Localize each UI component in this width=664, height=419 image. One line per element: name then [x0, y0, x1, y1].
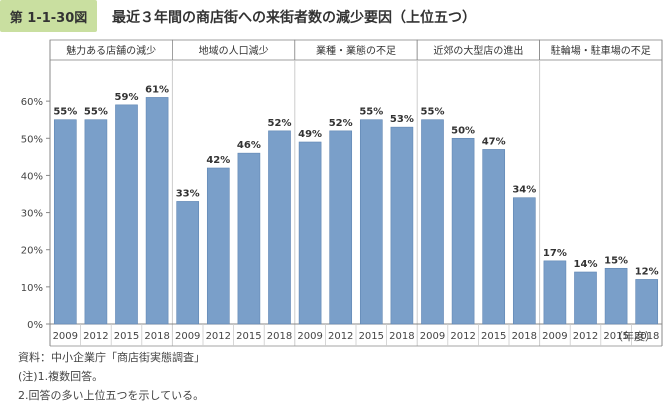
- y-tick-label: 40%: [21, 171, 43, 182]
- x-tick-label: 2012: [83, 331, 108, 342]
- figure-title: 最近３年間の商店街への来街者数の減少要因（上位五つ）: [112, 10, 476, 26]
- bar: [145, 97, 169, 325]
- x-tick-label: 2015: [481, 331, 506, 342]
- x-tick-label: 2009: [420, 331, 445, 342]
- x-tick-label: 2015: [603, 331, 628, 342]
- bar: [451, 137, 475, 325]
- bar: [574, 271, 597, 325]
- y-tick-label: 60%: [21, 97, 43, 108]
- y-tick-label: 20%: [21, 246, 43, 257]
- x-tick-label: 2012: [328, 331, 353, 342]
- group-header-label: 近郊の大型店の進出: [433, 44, 523, 57]
- bar: [390, 126, 414, 325]
- bar-value-label: 49%: [298, 129, 322, 140]
- bar-value-label: 17%: [543, 248, 567, 259]
- x-tick-label: 2012: [450, 331, 475, 342]
- bar: [298, 141, 322, 325]
- bar: [482, 149, 506, 325]
- bar: [268, 130, 291, 325]
- x-tick-label: 2018: [267, 331, 292, 342]
- x-tick-label: 2018: [512, 331, 537, 342]
- bar-value-label: 55%: [53, 107, 77, 118]
- bar-value-label: 50%: [451, 125, 475, 136]
- x-tick-label: 2015: [359, 331, 384, 342]
- bar-value-label: 42%: [206, 155, 230, 166]
- figure-notes: 資料：中小企業庁「商店街実態調査」 (注)1.複数回答。 2.回答の多い上位五つ…: [18, 348, 205, 405]
- bar-value-label: 12%: [635, 266, 659, 277]
- group-header-label: 魅力ある店舗の減少: [66, 44, 156, 57]
- x-tick-label: 2018: [144, 331, 169, 342]
- bar: [115, 104, 138, 325]
- group-header-label: 業種・業態の不足: [316, 44, 396, 57]
- bar: [237, 152, 261, 325]
- bar-value-label: 46%: [237, 140, 261, 151]
- group-header-label: 駐輪場・駐車場の不足: [551, 44, 651, 57]
- bar-value-label: 55%: [84, 107, 108, 118]
- y-tick-label: 0%: [27, 320, 43, 331]
- bar-chart: 0% 10% 20% 30% 40% 50% 60% 魅力ある店舗の減少 地域の人口減少 業種・業…: [21, 39, 663, 347]
- bar-value-label: 47%: [482, 136, 506, 147]
- bar-value-label: 53%: [390, 114, 414, 125]
- bar-value-label: 61%: [145, 84, 169, 95]
- x-tick-label: 2018: [634, 331, 659, 342]
- bar-value-label: 33%: [176, 188, 200, 199]
- bar-value-label: 34%: [512, 185, 536, 196]
- bar: [512, 197, 536, 325]
- figure-header: 第 1-1-30図 最近３年間の商店街への来街者数の減少要因（上位五つ）: [0, 0, 664, 32]
- note-2: 2.回答の多い上位五つを示している。: [18, 389, 205, 402]
- x-tick-label: 2015: [236, 331, 261, 342]
- bar: [635, 279, 659, 325]
- x-tick-label: 2012: [206, 331, 231, 342]
- bar: [53, 119, 77, 325]
- bar: [359, 119, 383, 325]
- x-tick-label: 2015: [114, 331, 139, 342]
- bar-value-label: 52%: [268, 118, 292, 129]
- note-1: (注)1.複数回答。: [18, 370, 104, 383]
- y-tick-label: 50%: [21, 134, 43, 145]
- bar: [421, 119, 444, 325]
- x-axis-unit-label: （年度）: [612, 330, 656, 343]
- x-tick-label: 2009: [53, 331, 78, 342]
- x-tick-label: 2012: [573, 331, 598, 342]
- bar: [543, 260, 567, 325]
- group-header-label: 地域の人口減少: [199, 44, 269, 57]
- bar-value-label: 55%: [359, 107, 383, 118]
- bar-value-label: 59%: [115, 92, 139, 103]
- x-tick-label: 2009: [175, 331, 200, 342]
- bar: [84, 119, 108, 325]
- bar: [206, 167, 230, 325]
- bar: [176, 201, 200, 325]
- source-note: 資料：中小企業庁「商店街実態調査」: [18, 351, 205, 364]
- x-tick-label: 2018: [389, 331, 414, 342]
- bar-value-label: 14%: [574, 259, 598, 270]
- y-tick-label: 10%: [21, 283, 43, 294]
- bar: [604, 267, 628, 325]
- y-tick-label: 30%: [21, 209, 43, 220]
- x-tick-label: 2009: [542, 331, 567, 342]
- bar: [329, 130, 353, 325]
- bar-value-label: 15%: [604, 255, 628, 266]
- bar-value-label: 52%: [329, 118, 353, 129]
- x-tick-label: 2009: [297, 331, 322, 342]
- bar-value-label: 55%: [421, 107, 445, 118]
- figure-number-badge: 第 1-1-30図: [0, 0, 97, 32]
